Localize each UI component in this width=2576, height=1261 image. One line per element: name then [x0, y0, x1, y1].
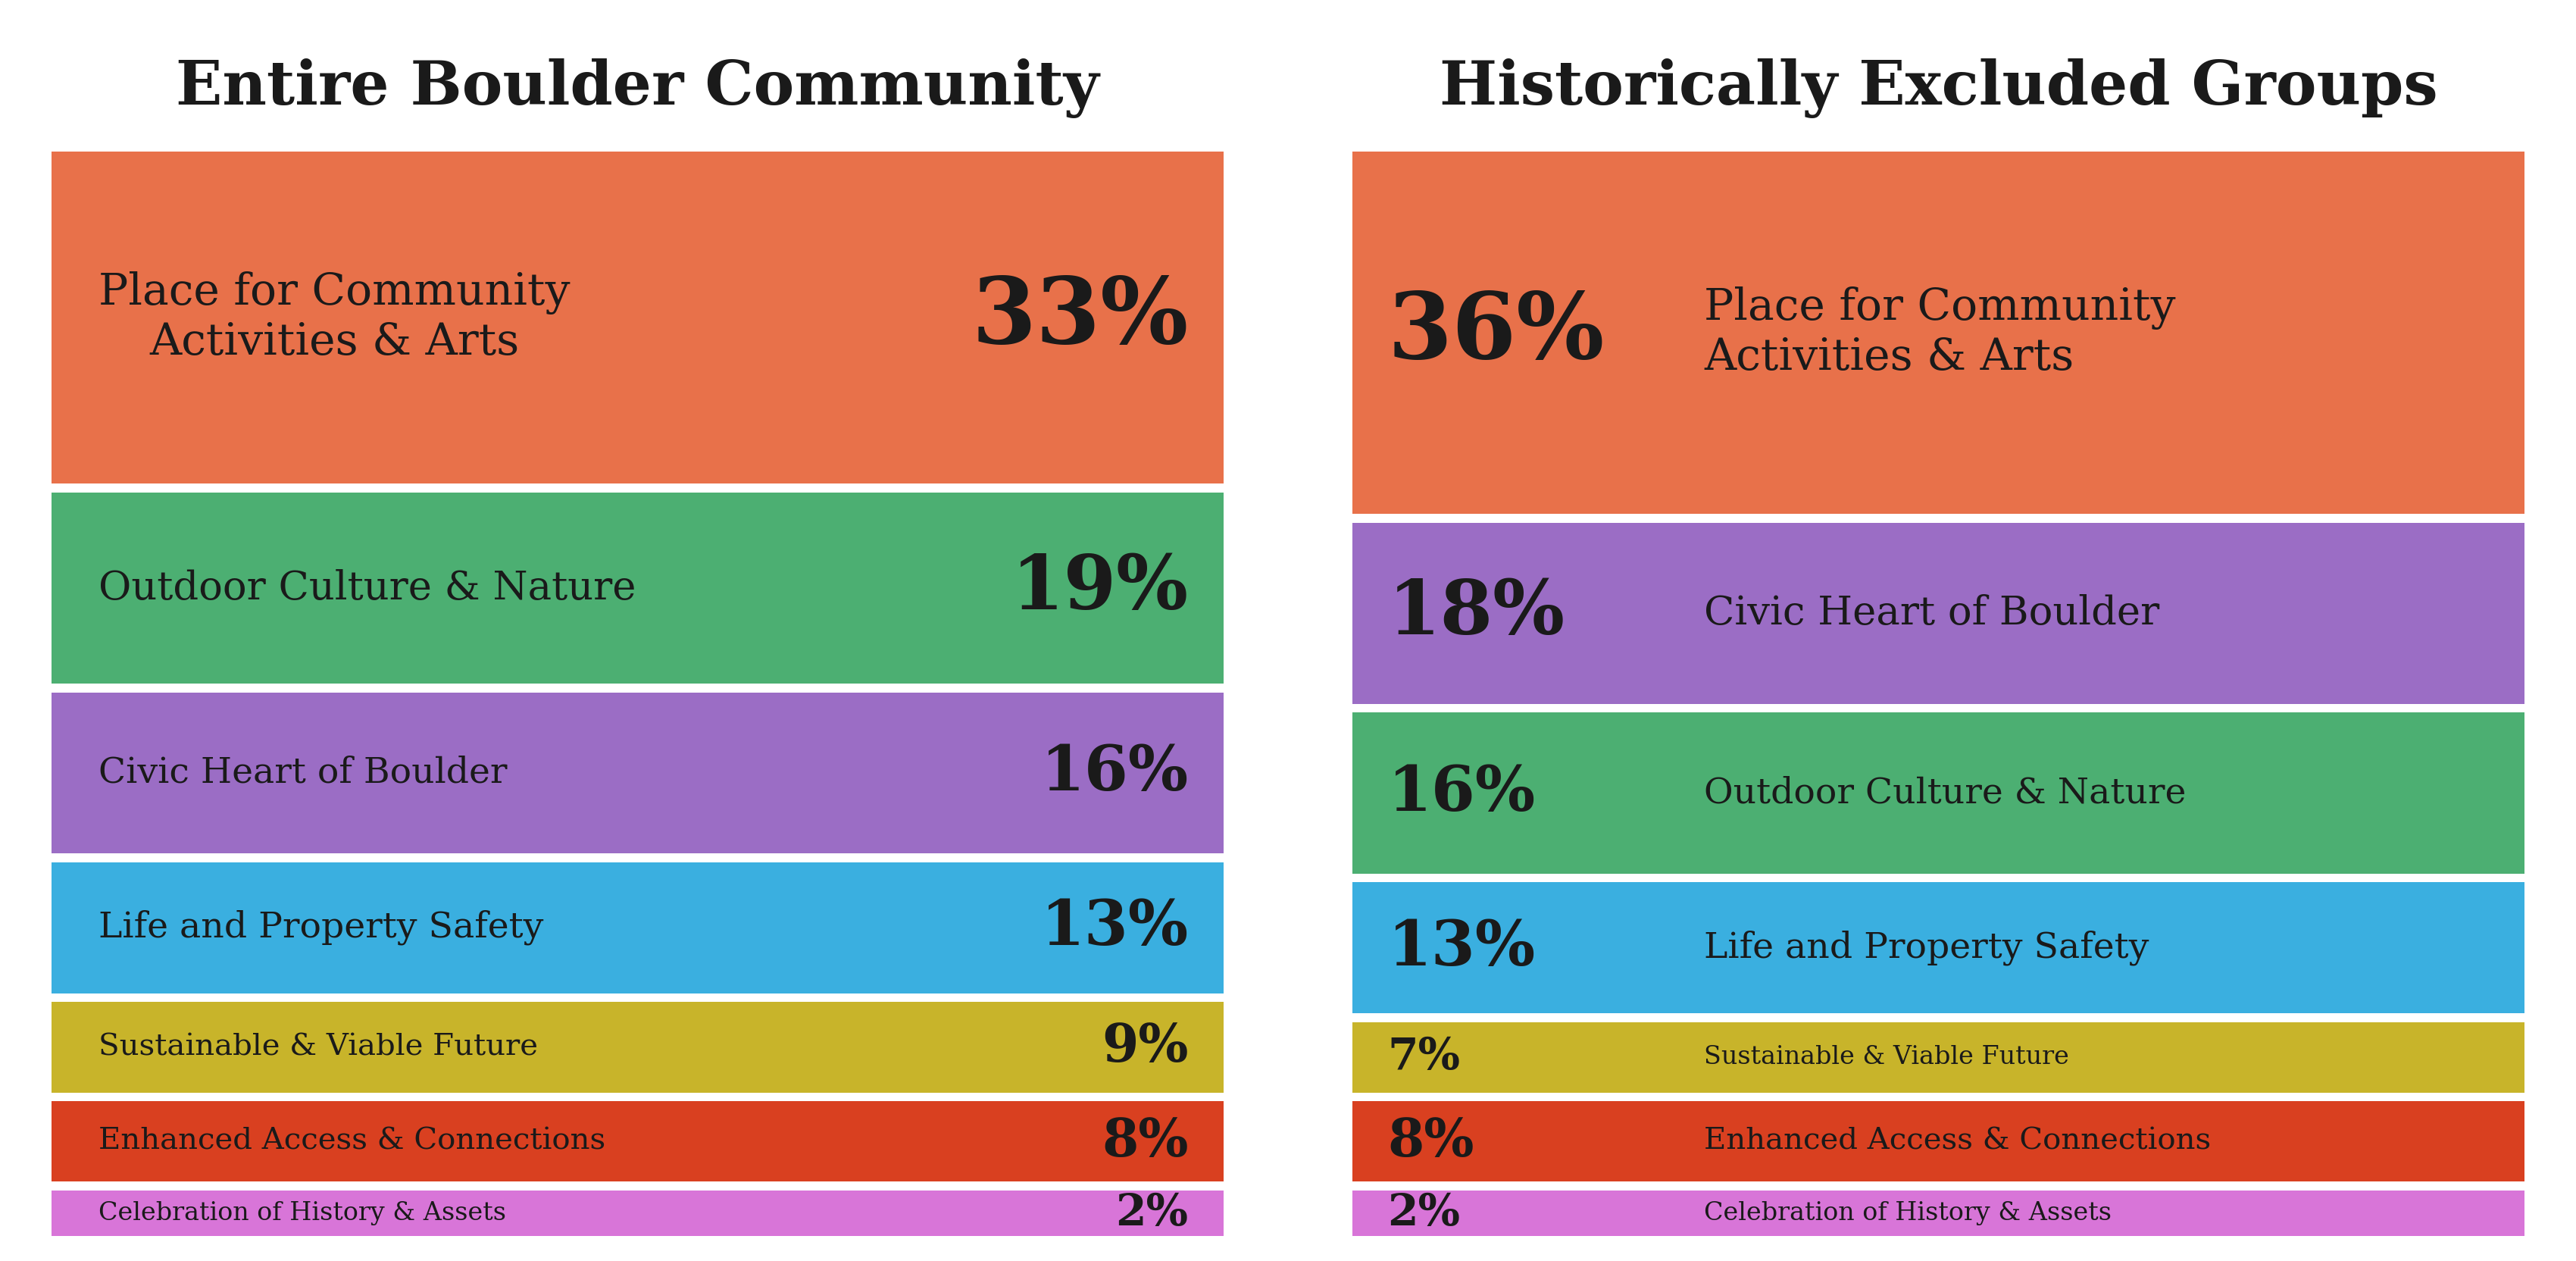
Text: Life and Property Safety: Life and Property Safety	[98, 910, 544, 946]
Text: Sustainable & Viable Future: Sustainable & Viable Future	[1703, 1045, 2069, 1069]
Text: Celebration of History & Assets: Celebration of History & Assets	[98, 1200, 505, 1226]
Text: Enhanced Access & Connections: Enhanced Access & Connections	[98, 1127, 605, 1155]
Text: Sustainable & Viable Future: Sustainable & Viable Future	[98, 1033, 538, 1062]
Text: 7%: 7%	[1388, 1037, 1461, 1078]
Text: Civic Heart of Boulder: Civic Heart of Boulder	[98, 755, 507, 791]
Text: 18%: 18%	[1388, 576, 1566, 649]
Text: Historically Excluded Groups: Historically Excluded Groups	[1440, 58, 2437, 119]
Text: 16%: 16%	[1388, 763, 1535, 823]
Text: 9%: 9%	[1103, 1021, 1188, 1073]
Text: 8%: 8%	[1103, 1116, 1188, 1166]
Text: 2%: 2%	[1388, 1192, 1461, 1235]
Text: 8%: 8%	[1388, 1116, 1473, 1166]
Text: Civic Heart of Boulder: Civic Heart of Boulder	[1703, 594, 2159, 633]
Text: Celebration of History & Assets: Celebration of History & Assets	[1703, 1200, 2112, 1226]
Text: Enhanced Access & Connections: Enhanced Access & Connections	[1703, 1127, 2210, 1155]
Text: 16%: 16%	[1041, 743, 1188, 803]
Text: 19%: 19%	[1010, 551, 1188, 624]
Text: Outdoor Culture & Nature: Outdoor Culture & Nature	[98, 569, 636, 608]
Text: Place for Community
Activities & Arts: Place for Community Activities & Arts	[98, 271, 569, 363]
Text: Entire Boulder Community: Entire Boulder Community	[175, 58, 1100, 119]
Text: Outdoor Culture & Nature: Outdoor Culture & Nature	[1703, 776, 2187, 811]
Text: Life and Property Safety: Life and Property Safety	[1703, 931, 2148, 966]
Text: 13%: 13%	[1041, 898, 1188, 958]
Text: 13%: 13%	[1388, 918, 1535, 979]
Text: 33%: 33%	[971, 272, 1188, 362]
Text: 2%: 2%	[1115, 1192, 1188, 1235]
Text: Place for Community
Activities & Arts: Place for Community Activities & Arts	[1703, 286, 2177, 378]
Text: 36%: 36%	[1388, 288, 1605, 377]
